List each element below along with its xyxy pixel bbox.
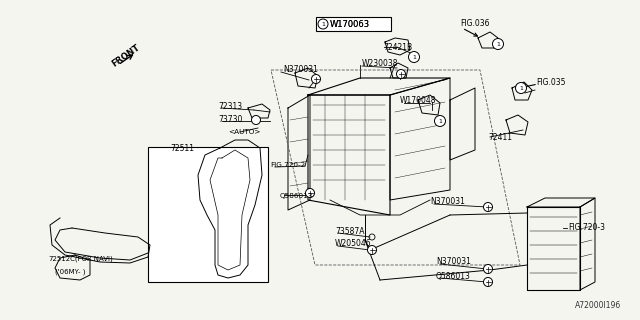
Circle shape bbox=[305, 188, 314, 197]
Text: ('06MY- ): ('06MY- ) bbox=[55, 269, 86, 275]
Text: 73587A: 73587A bbox=[335, 227, 365, 236]
Text: 1: 1 bbox=[321, 21, 325, 27]
Text: 73730: 73730 bbox=[218, 115, 243, 124]
Text: 72313: 72313 bbox=[218, 101, 242, 110]
Text: W205046: W205046 bbox=[335, 239, 372, 249]
Text: 72411: 72411 bbox=[488, 132, 512, 141]
Circle shape bbox=[493, 38, 504, 50]
Circle shape bbox=[483, 203, 493, 212]
Circle shape bbox=[312, 75, 321, 84]
Circle shape bbox=[483, 277, 493, 286]
Text: W170063: W170063 bbox=[330, 20, 370, 28]
Text: W170048: W170048 bbox=[400, 95, 436, 105]
Bar bbox=[148, 147, 268, 282]
Text: 1: 1 bbox=[412, 54, 416, 60]
Text: 1: 1 bbox=[496, 42, 500, 46]
Text: 1: 1 bbox=[438, 118, 442, 124]
Text: Q586013: Q586013 bbox=[280, 193, 314, 199]
Circle shape bbox=[515, 83, 527, 93]
Text: 72512C(FOR.NAVI): 72512C(FOR.NAVI) bbox=[48, 256, 113, 262]
Text: W230038: W230038 bbox=[362, 59, 399, 68]
Text: FRONT: FRONT bbox=[110, 43, 141, 69]
Circle shape bbox=[408, 52, 419, 62]
Text: N370031: N370031 bbox=[283, 65, 318, 74]
Text: FIG.035: FIG.035 bbox=[536, 77, 566, 86]
Text: N370031: N370031 bbox=[436, 258, 471, 267]
Text: Q586013: Q586013 bbox=[436, 273, 471, 282]
Bar bbox=[316, 17, 391, 31]
Text: N370031: N370031 bbox=[430, 196, 465, 205]
Text: FIG.720-2: FIG.720-2 bbox=[270, 162, 305, 168]
Text: 72511: 72511 bbox=[170, 143, 194, 153]
Circle shape bbox=[483, 265, 493, 274]
Text: 72421B: 72421B bbox=[383, 43, 412, 52]
Text: <AUTO>: <AUTO> bbox=[228, 129, 260, 135]
Text: FIG.720-3: FIG.720-3 bbox=[568, 222, 605, 231]
Text: A72000I196: A72000I196 bbox=[575, 301, 621, 310]
Text: FIG.036: FIG.036 bbox=[460, 19, 490, 28]
Text: W170063: W170063 bbox=[330, 20, 370, 28]
Circle shape bbox=[318, 19, 328, 29]
Text: 1: 1 bbox=[519, 85, 523, 91]
Circle shape bbox=[397, 69, 406, 78]
Circle shape bbox=[252, 116, 260, 124]
Circle shape bbox=[367, 245, 376, 254]
Circle shape bbox=[435, 116, 445, 126]
